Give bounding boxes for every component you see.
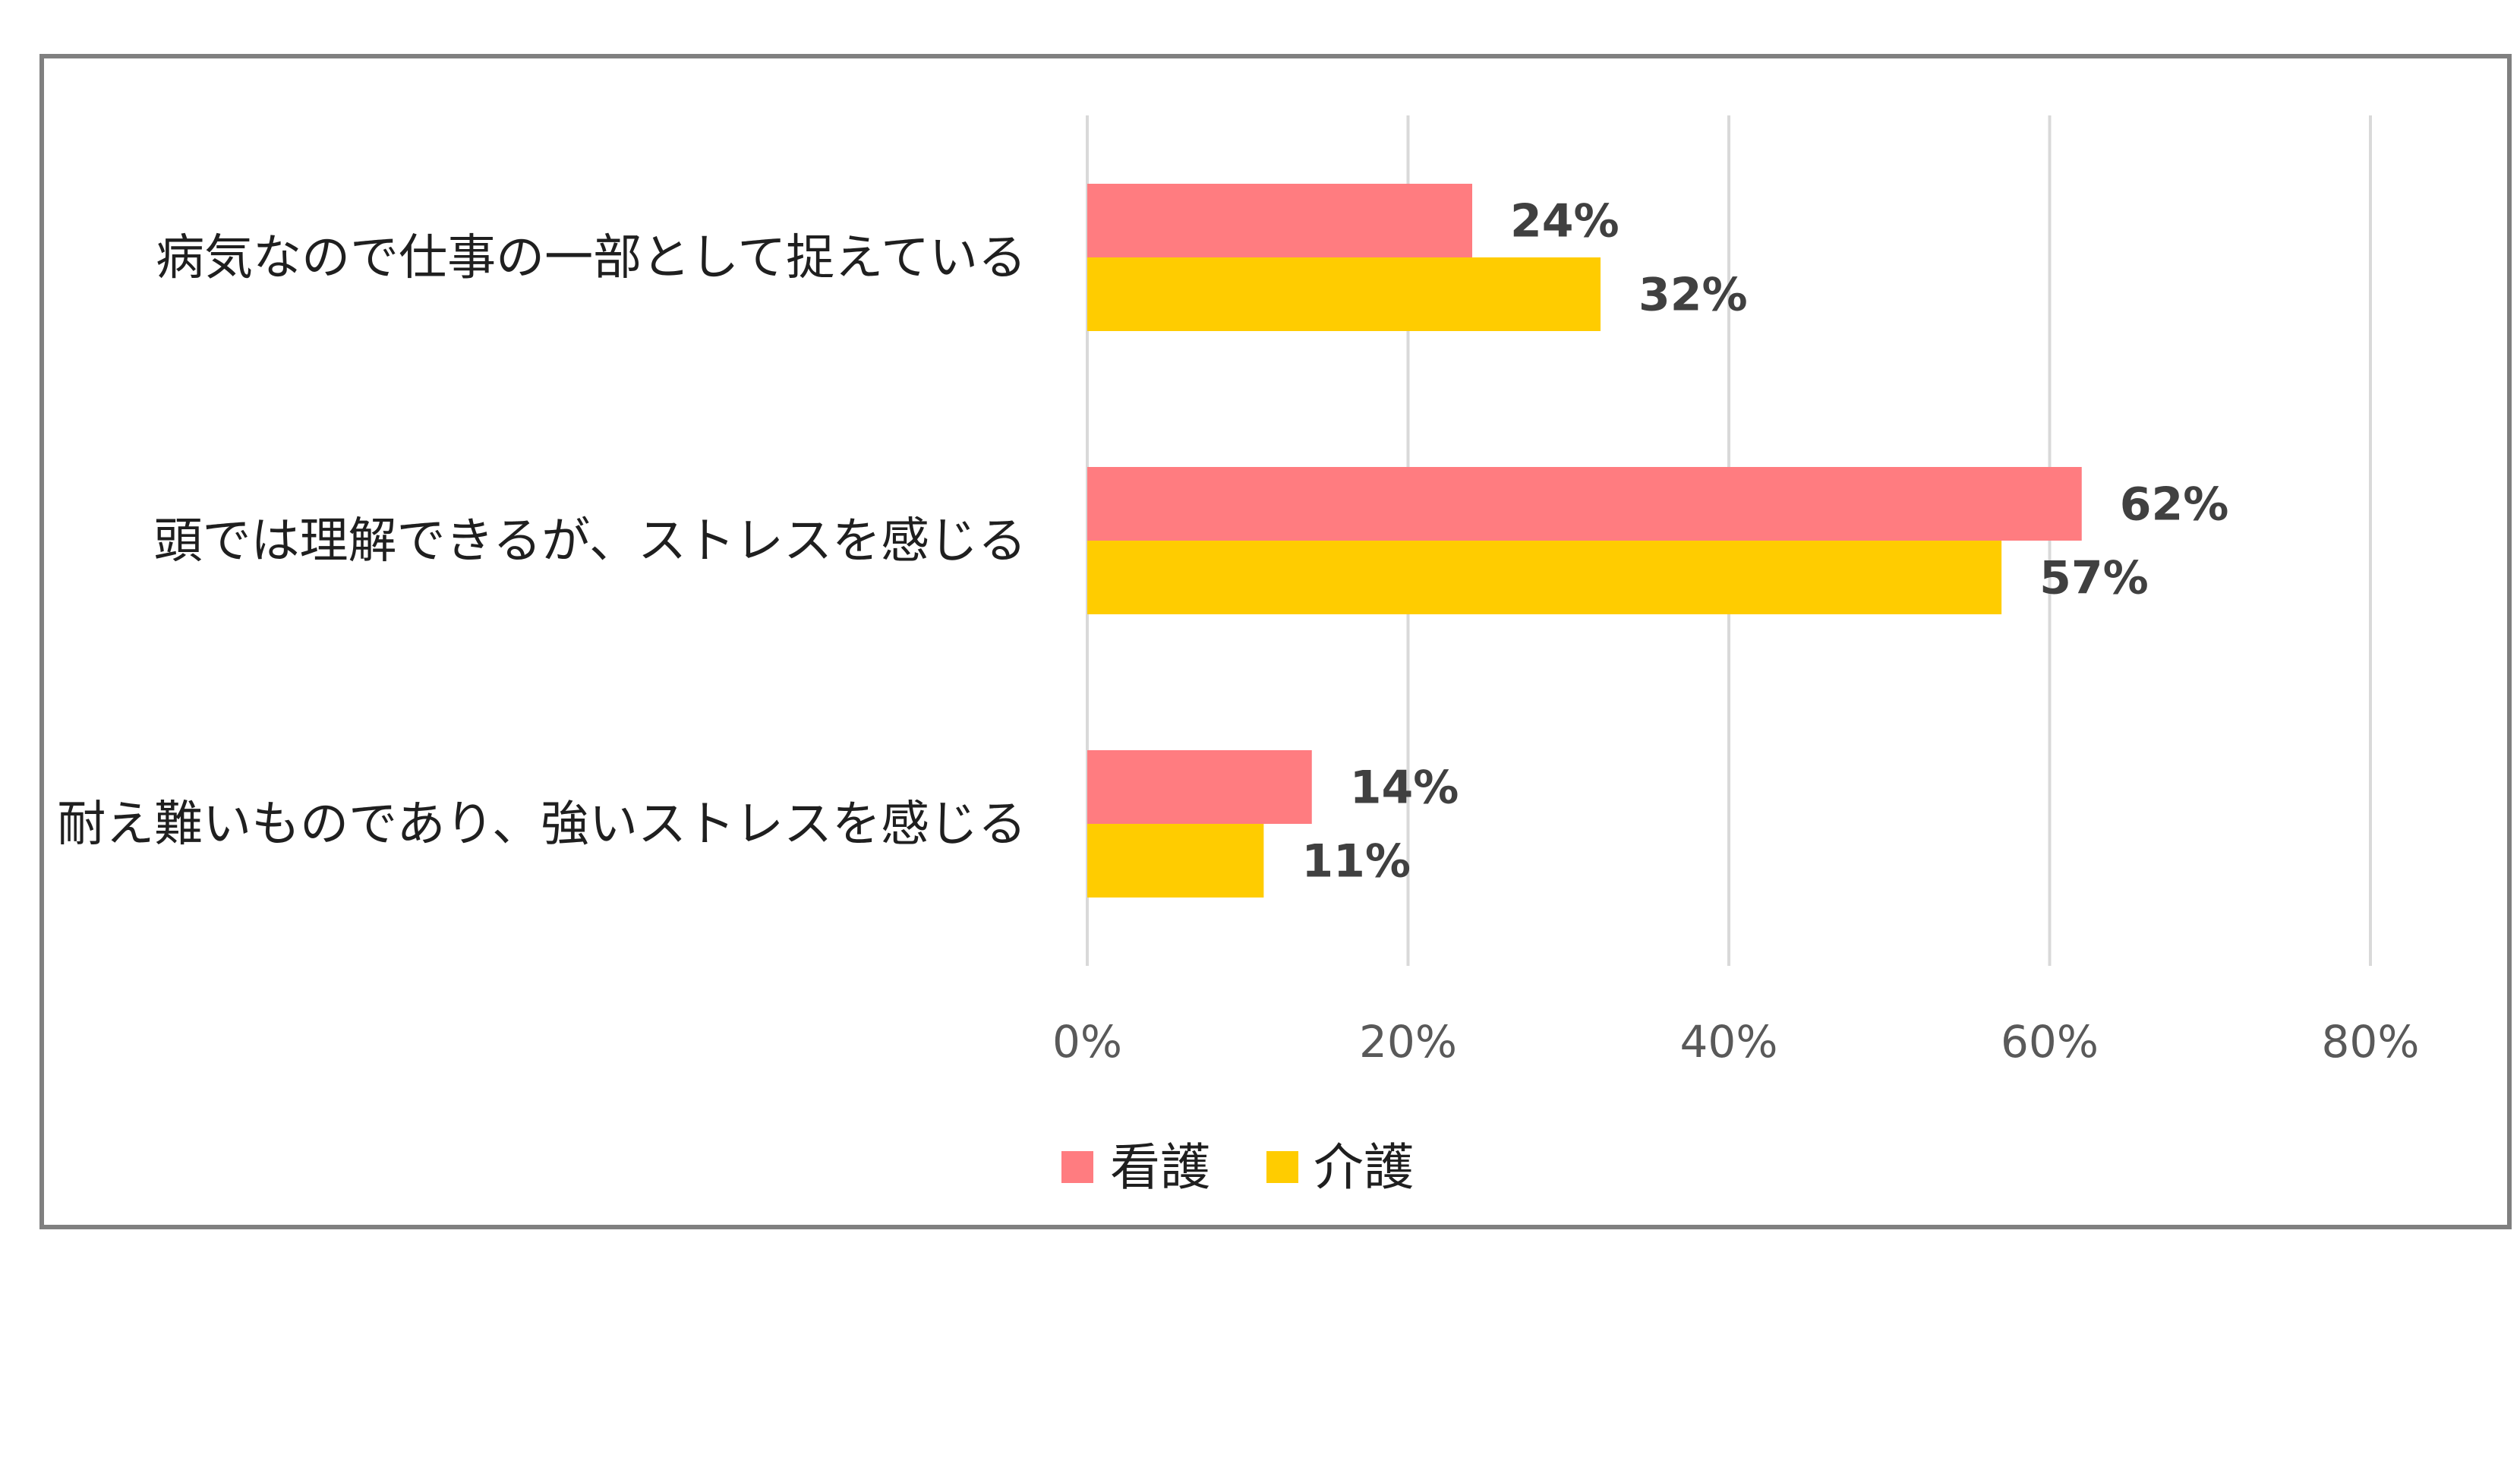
data-label: 57% bbox=[2039, 552, 2149, 605]
category-label: 頭では理解できるが、ストレスを感じる bbox=[154, 513, 1027, 569]
data-label: 32% bbox=[1638, 269, 1748, 322]
legend-label: 介護 bbox=[1314, 1138, 1414, 1197]
x-tick-label: 40% bbox=[1680, 1016, 1778, 1068]
bar-kango bbox=[1087, 750, 1312, 824]
bar-kango bbox=[1087, 467, 2082, 541]
category-label: 病気なので仕事の一部として捉えている bbox=[156, 230, 1027, 286]
legend-swatch bbox=[1061, 1151, 1093, 1183]
data-label: 24% bbox=[1510, 195, 1620, 248]
x-tick-label: 80% bbox=[2322, 1016, 2420, 1068]
legend-swatch bbox=[1266, 1151, 1298, 1183]
bar-kango bbox=[1087, 184, 1472, 257]
chart-frame bbox=[39, 54, 2512, 1229]
x-tick-label: 60% bbox=[2001, 1016, 2099, 1068]
data-label: 62% bbox=[2120, 478, 2229, 532]
category-label: 耐え難いものであり、強いストレスを感じる bbox=[57, 797, 1027, 853]
data-label: 11% bbox=[1301, 835, 1411, 888]
bar-kaigo bbox=[1087, 541, 2002, 614]
bars bbox=[1087, 184, 2082, 898]
x-tick-label: 20% bbox=[1359, 1016, 1457, 1068]
data-label: 14% bbox=[1350, 762, 1459, 815]
legend-label: 看護 bbox=[1110, 1138, 1210, 1197]
legend: 看護 介護 bbox=[1061, 1138, 1414, 1197]
x-tick-label: 0% bbox=[1052, 1016, 1122, 1068]
labels: 0% 20% 40% 60% 80% 病気なので仕事の一部として捉えている頭では理解できる… bbox=[57, 195, 2419, 1068]
bar-kaigo bbox=[1087, 257, 1601, 331]
bar-kaigo bbox=[1087, 824, 1264, 898]
